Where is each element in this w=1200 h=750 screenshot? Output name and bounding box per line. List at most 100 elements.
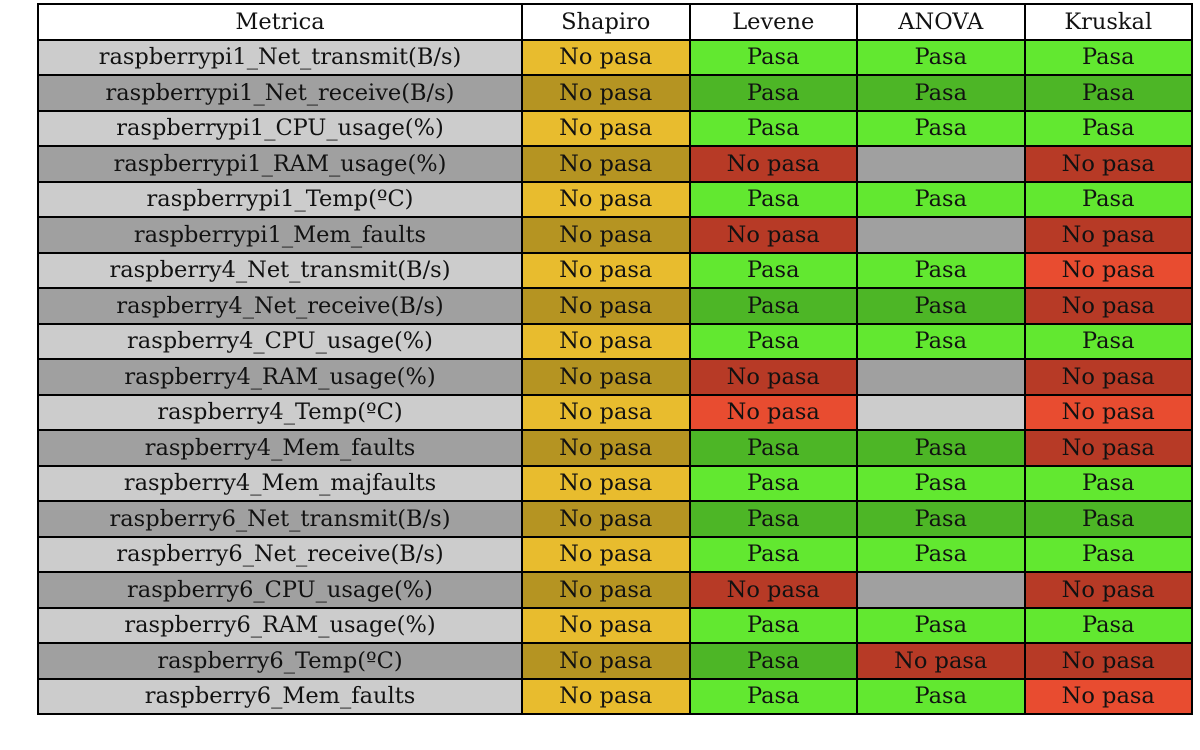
table-row: raspberry4_Net_receive(B/s) No pasa Pasa Pa… [37, 287, 1193, 325]
levene-cell: Pasa [688, 429, 858, 467]
shapiro-cell: No pasa [521, 677, 691, 715]
results-table: Metrica Shapiro Levene ANOVA Kruskal ras… [37, 3, 1193, 715]
metric-cell: raspberry4_Mem_majfaults [37, 464, 523, 502]
kruskal-cell: Pasa [1023, 38, 1193, 76]
table-row: raspberry6_Net_receive(B/s) No pasa Pasa Pa… [37, 535, 1193, 573]
anova-cell: Pasa [856, 322, 1026, 360]
shapiro-cell: No pasa [521, 38, 691, 76]
metric-cell: raspberrypi1_Temp(ºC) [37, 180, 523, 218]
table-row: raspberry6_CPU_usage(%) No pasa No pasa No … [37, 571, 1193, 609]
anova-cell: Pasa [856, 287, 1026, 325]
levene-cell: No pasa [688, 393, 858, 431]
kruskal-cell: No pasa [1023, 251, 1193, 289]
levene-cell: No pasa [688, 358, 858, 396]
table-row: raspberrypi1_Net_transmit(B/s) No pasa Pas… [37, 38, 1193, 76]
header-anova: ANOVA [856, 3, 1026, 41]
kruskal-cell: No pasa [1023, 677, 1193, 715]
metric-cell: raspberry4_CPU_usage(%) [37, 322, 523, 360]
header-row: Metrica Shapiro Levene ANOVA Kruskal [37, 3, 1193, 41]
metric-cell: raspberry6_CPU_usage(%) [37, 571, 523, 609]
shapiro-cell: No pasa [521, 109, 691, 147]
anova-cell: Pasa [856, 109, 1026, 147]
levene-cell: Pasa [688, 38, 858, 76]
anova-cell: Pasa [856, 500, 1026, 538]
table-row: raspberrypi1_Temp(ºC) No pasa Pasa Pasa Pasa [37, 180, 1193, 218]
shapiro-cell: No pasa [521, 464, 691, 502]
kruskal-cell: No pasa [1023, 571, 1193, 609]
metric-cell: raspberry6_Net_receive(B/s) [37, 535, 523, 573]
table-body: raspberrypi1_Net_transmit(B/s) No pasa Pas… [37, 38, 1193, 715]
anova-cell: Pasa [856, 429, 1026, 467]
kruskal-cell: No pasa [1023, 429, 1193, 467]
shapiro-cell: No pasa [521, 180, 691, 218]
table-row: raspberrypi1_CPU_usage(%) No pasa Pasa Pasa… [37, 109, 1193, 147]
kruskal-cell: No pasa [1023, 393, 1193, 431]
table-row: raspberry4_CPU_usage(%) No pasa Pasa Pasa Pa… [37, 322, 1193, 360]
shapiro-cell: No pasa [521, 358, 691, 396]
levene-cell: No pasa [688, 216, 858, 254]
anova-cell [856, 145, 1026, 183]
anova-cell: Pasa [856, 606, 1026, 644]
shapiro-cell: No pasa [521, 606, 691, 644]
table-row: raspberry4_RAM_usage(%) No pasa No pasa No … [37, 358, 1193, 396]
header-metrica: Metrica [37, 3, 523, 41]
table-row: raspberry4_Mem_faults No pasa Pasa Pasa No p… [37, 429, 1193, 467]
shapiro-cell: No pasa [521, 322, 691, 360]
anova-cell: Pasa [856, 74, 1026, 112]
levene-cell: Pasa [688, 74, 858, 112]
header-levene: Levene [688, 3, 858, 41]
shapiro-cell: No pasa [521, 74, 691, 112]
shapiro-cell: No pasa [521, 642, 691, 680]
anova-cell: Pasa [856, 251, 1026, 289]
metric-cell: raspberrypi1_Mem_faults [37, 216, 523, 254]
anova-cell [856, 393, 1026, 431]
kruskal-cell: Pasa [1023, 464, 1193, 502]
metric-cell: raspberry4_Temp(ºC) [37, 393, 523, 431]
shapiro-cell: No pasa [521, 216, 691, 254]
metric-cell: raspberry6_Mem_faults [37, 677, 523, 715]
levene-cell: Pasa [688, 464, 858, 502]
table-row: raspberry6_Mem_faults No pasa Pasa Pasa No p… [37, 677, 1193, 715]
metric-cell: raspberrypi1_CPU_usage(%) [37, 109, 523, 147]
metric-cell: raspberry4_Net_receive(B/s) [37, 287, 523, 325]
table-row: raspberrypi1_RAM_usage(%) No pasa No pasa N… [37, 145, 1193, 183]
kruskal-cell: Pasa [1023, 606, 1193, 644]
metric-cell: raspberrypi1_RAM_usage(%) [37, 145, 523, 183]
kruskal-cell: No pasa [1023, 287, 1193, 325]
metric-cell: raspberry6_RAM_usage(%) [37, 606, 523, 644]
metric-cell: raspberry6_Temp(ºC) [37, 642, 523, 680]
levene-cell: Pasa [688, 251, 858, 289]
kruskal-cell: Pasa [1023, 109, 1193, 147]
table-row: raspberry6_RAM_usage(%) No pasa Pasa Pasa Pa… [37, 606, 1193, 644]
metric-cell: raspberry4_RAM_usage(%) [37, 358, 523, 396]
levene-cell: No pasa [688, 571, 858, 609]
kruskal-cell: Pasa [1023, 180, 1193, 218]
kruskal-cell: No pasa [1023, 145, 1193, 183]
levene-cell: Pasa [688, 287, 858, 325]
kruskal-cell: No pasa [1023, 216, 1193, 254]
table-row: raspberrypi1_Net_receive(B/s) No pasa Pasa… [37, 74, 1193, 112]
levene-cell: Pasa [688, 606, 858, 644]
anova-cell: Pasa [856, 38, 1026, 76]
table-row: raspberry6_Temp(ºC) No pasa Pasa No pasa No … [37, 642, 1193, 680]
anova-cell [856, 358, 1026, 396]
shapiro-cell: No pasa [521, 145, 691, 183]
metric-cell: raspberry4_Net_transmit(B/s) [37, 251, 523, 289]
kruskal-cell: Pasa [1023, 500, 1193, 538]
shapiro-cell: No pasa [521, 429, 691, 467]
table-row: raspberry4_Temp(ºC) No pasa No pasa No pasa [37, 393, 1193, 431]
anova-cell [856, 571, 1026, 609]
header-kruskal: Kruskal [1023, 3, 1193, 41]
levene-cell: No pasa [688, 145, 858, 183]
anova-cell [856, 216, 1026, 254]
shapiro-cell: No pasa [521, 287, 691, 325]
kruskal-cell: Pasa [1023, 322, 1193, 360]
levene-cell: Pasa [688, 322, 858, 360]
kruskal-cell: No pasa [1023, 642, 1193, 680]
levene-cell: Pasa [688, 677, 858, 715]
kruskal-cell: Pasa [1023, 74, 1193, 112]
anova-cell: Pasa [856, 535, 1026, 573]
table-row: raspberry6_Net_transmit(B/s) No pasa Pasa P… [37, 500, 1193, 538]
shapiro-cell: No pasa [521, 251, 691, 289]
table-row: raspberry4_Mem_majfaults No pasa Pasa Pasa P… [37, 464, 1193, 502]
